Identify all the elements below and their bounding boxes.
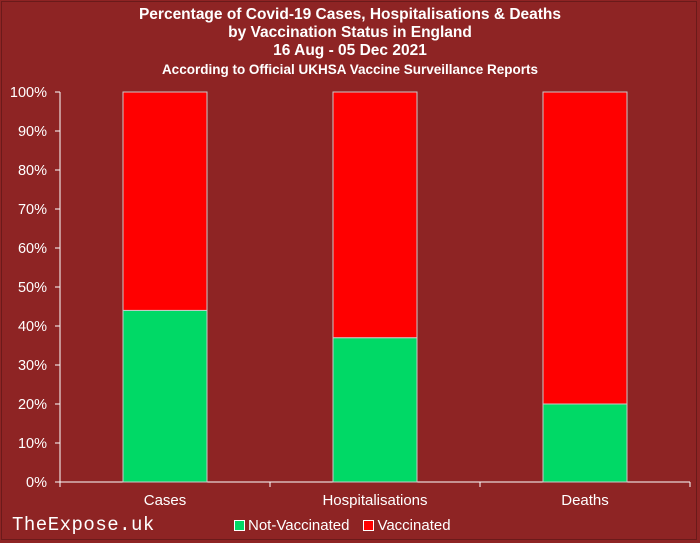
y-tick-label: 90% <box>18 124 47 140</box>
bar-not-vaccinated-cases <box>122 309 208 483</box>
legend-item-not-vaccinated: Not-Vaccinated <box>234 517 349 534</box>
y-tick-label: 20% <box>18 397 47 413</box>
bar-not-vaccinated-deaths <box>542 403 628 483</box>
x-tick-label: Deaths <box>561 492 609 509</box>
y-tick-label: 10% <box>18 436 47 452</box>
chart-subtitle: by Vaccination Status in England <box>228 24 472 41</box>
legend-swatch-not-vaccinated <box>234 520 245 531</box>
y-tick-label: 70% <box>18 202 47 218</box>
legend-label-not-vaccinated: Not-Vaccinated <box>248 517 350 534</box>
legend-swatch-vaccinated <box>363 520 375 531</box>
chart-legend: Not-Vaccinated Vaccinated <box>234 517 465 534</box>
legend-item-vaccinated: Vaccinated <box>363 517 451 534</box>
legend-label-vaccinated: Vaccinated <box>377 517 451 534</box>
x-tick-label: Hospitalisations <box>322 492 427 509</box>
bar-not-vaccinated-hospitalisations <box>332 337 418 483</box>
bar-vaccinated-hospitalisations <box>332 91 418 339</box>
y-tick-label: 100% <box>10 85 47 101</box>
chart-source: According to Official UKHSA Vaccine Surv… <box>161 62 539 77</box>
bar-vaccinated-deaths <box>542 91 628 405</box>
y-tick-label: 80% <box>18 163 47 179</box>
chart-title: Percentage of Covid-19 Cases, Hospitalis… <box>138 6 562 23</box>
y-tick-label: 40% <box>18 319 47 335</box>
bar-vaccinated-cases <box>122 91 208 311</box>
watermark-logo: TheExpose.uk <box>12 514 155 536</box>
y-tick-label: 30% <box>18 358 47 374</box>
chart-date-range: 16 Aug - 05 Dec 2021 <box>273 42 427 59</box>
x-tick-label: Cases <box>144 492 187 509</box>
chart-title-block: Percentage of Covid-19 Cases, Hospitalis… <box>0 6 700 79</box>
y-tick-label: 60% <box>18 241 47 257</box>
y-tick-label: 50% <box>18 280 47 296</box>
y-tick-label: 0% <box>26 475 47 491</box>
